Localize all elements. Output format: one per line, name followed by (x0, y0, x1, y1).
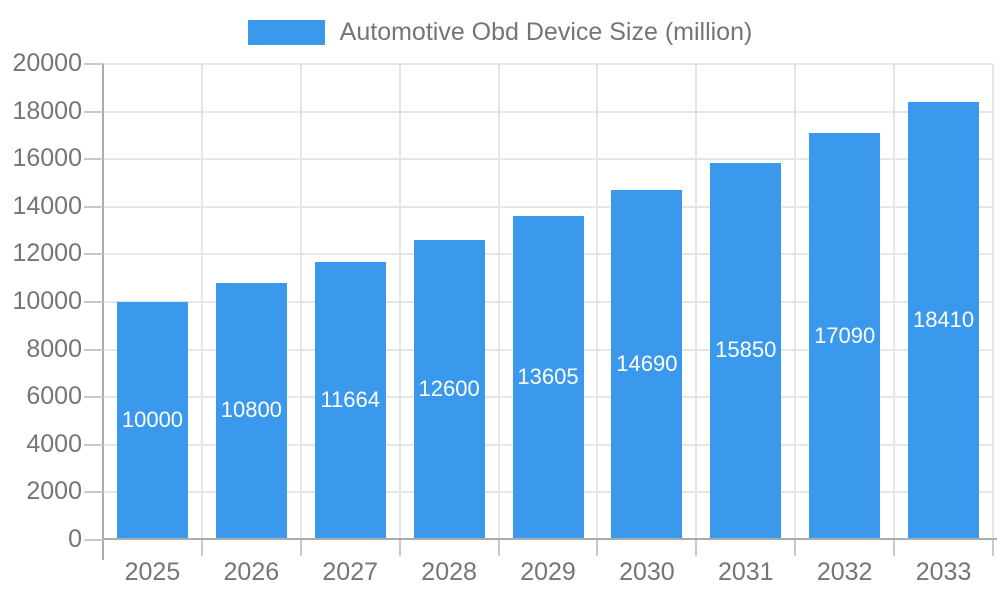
x-tick-mark (794, 540, 797, 556)
bar-2027[interactable] (314, 262, 386, 540)
bar-2031[interactable] (710, 162, 782, 540)
x-axis-label: 2030 (619, 558, 675, 586)
x-tick-mark (497, 540, 500, 556)
gridline-horizontal (103, 158, 993, 161)
bar-2026[interactable] (215, 282, 287, 540)
y-axis-label: 12000 (12, 239, 82, 268)
x-axis-label: 2032 (816, 558, 873, 586)
bar-value-label: 14690 (616, 351, 678, 377)
x-axis-label: 2031 (717, 558, 774, 586)
y-axis-line (102, 64, 104, 560)
gridline-horizontal (103, 110, 993, 113)
gridline-vertical (893, 64, 896, 540)
y-tick-mark (84, 301, 103, 303)
bar-value-label: 11664 (320, 387, 380, 413)
y-tick-mark (84, 63, 103, 65)
y-axis-label: 2000 (26, 477, 82, 506)
bar-2025[interactable] (116, 302, 188, 540)
bar-2033[interactable] (908, 101, 980, 540)
bar-value-label: 10800 (220, 397, 282, 423)
y-axis-label: 14000 (12, 191, 82, 220)
bar-value-label: 13605 (517, 364, 579, 390)
x-tick-mark (893, 540, 896, 556)
y-tick-mark (84, 539, 103, 541)
y-tick-mark (84, 205, 103, 208)
x-axis-label: 2025 (124, 558, 181, 586)
y-tick-mark (84, 158, 103, 161)
gridline-vertical (992, 64, 994, 540)
gridline-horizontal (103, 205, 993, 208)
y-tick-mark (84, 110, 103, 113)
x-axis-label: 2033 (915, 558, 972, 586)
y-tick-mark (84, 253, 103, 256)
bar-2029[interactable] (512, 216, 584, 540)
gridline-horizontal (103, 63, 993, 65)
gridline-vertical (200, 64, 203, 540)
gridline-vertical (497, 64, 500, 540)
x-axis-line (103, 538, 997, 540)
y-axis-label: 18000 (12, 96, 82, 125)
x-tick-mark (992, 540, 994, 556)
gridline-vertical (398, 64, 401, 540)
y-axis-label: 20000 (12, 49, 82, 77)
gridline-vertical (794, 64, 797, 540)
y-axis-label: 16000 (12, 144, 82, 173)
y-tick-mark (84, 491, 103, 494)
y-axis-label: 8000 (26, 334, 82, 363)
bar-2030[interactable] (611, 190, 683, 540)
x-axis-label: 2026 (223, 558, 280, 586)
bar-value-label: 12600 (418, 376, 480, 402)
x-axis-label: 2027 (322, 558, 379, 586)
x-tick-mark (299, 540, 302, 556)
gridline-vertical (596, 64, 599, 540)
bar-value-label: 15850 (715, 337, 777, 363)
gridline-vertical (695, 64, 698, 540)
legend: Automotive Obd Device Size (million) (0, 18, 1000, 47)
x-tick-mark (596, 540, 599, 556)
y-tick-mark (84, 396, 103, 399)
y-axis-label: 0 (68, 525, 82, 553)
x-axis-label: 2029 (520, 558, 576, 586)
gridline-vertical (299, 64, 302, 540)
y-tick-mark (84, 443, 103, 446)
legend-label: Automotive Obd Device Size (million) (339, 18, 753, 46)
x-axis-label: 2028 (421, 558, 477, 586)
y-axis-label: 6000 (26, 382, 82, 411)
y-tick-mark (84, 348, 103, 351)
bar-2032[interactable] (809, 133, 881, 540)
bar-2028[interactable] (413, 240, 485, 540)
bar-value-label: 17090 (814, 322, 876, 348)
y-axis-label: 4000 (26, 429, 82, 458)
x-tick-mark (695, 540, 698, 556)
x-tick-mark (200, 540, 203, 556)
y-axis-label: 10000 (12, 287, 82, 315)
legend-item[interactable]: Automotive Obd Device Size (million) (247, 18, 753, 47)
x-tick-mark (398, 540, 401, 556)
legend-swatch (247, 20, 325, 45)
plot-area: 10000 10800 11664 12600 13605 14690 15850 17090… (103, 63, 994, 540)
bar-value-label: 18410 (912, 306, 975, 332)
bar-value-label: 10000 (121, 407, 184, 432)
